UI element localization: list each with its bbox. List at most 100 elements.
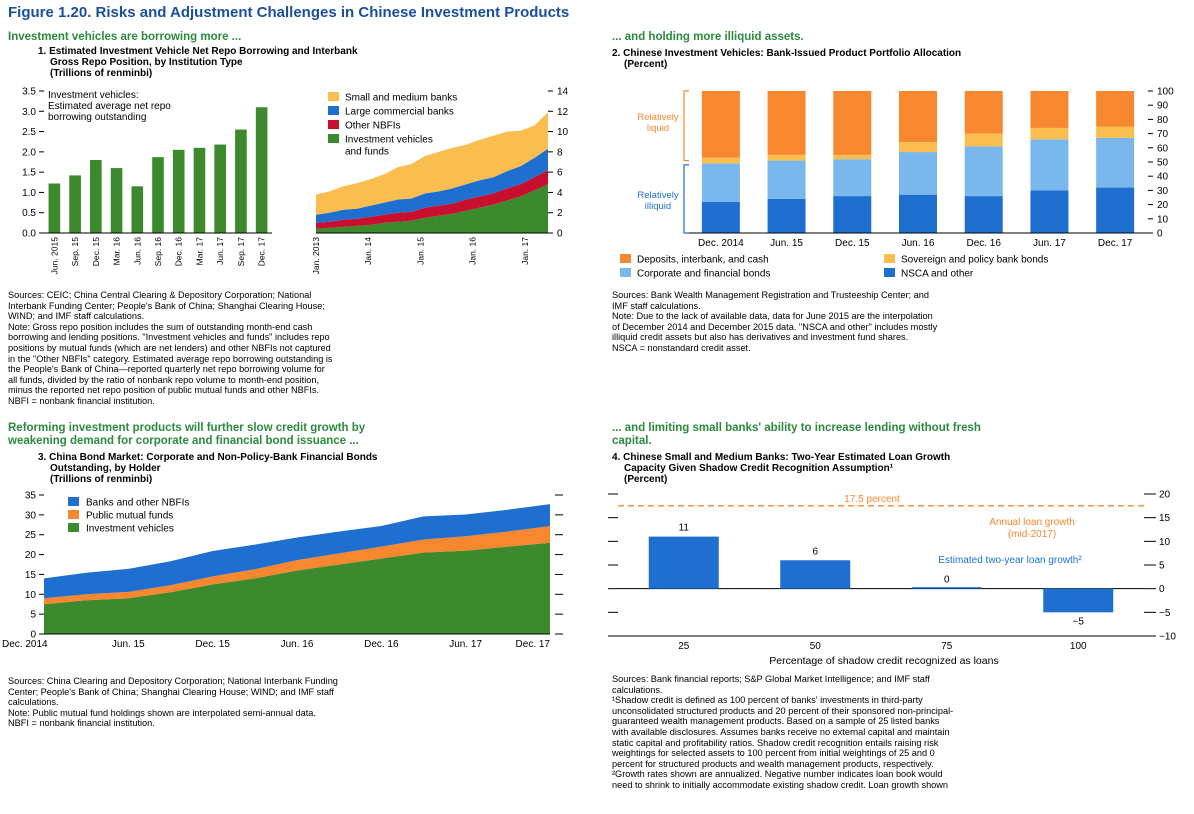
y-tick-label: 35 [25, 491, 37, 502]
legend-label: Corporate and financial bonds [637, 269, 770, 280]
stacked-bar-segment [964, 133, 1003, 147]
y-tick-label: 6 [557, 168, 563, 179]
source-note-line: IMF staff calculations. [612, 300, 701, 311]
stacked-bar-segment [833, 159, 872, 197]
panel1-title: 1. Estimated Investment Vehicle Net Repo… [38, 46, 358, 79]
annotation: Annual loan growth [989, 517, 1075, 528]
stacked-bar-segment [701, 201, 740, 233]
legend-swatch [328, 120, 339, 129]
section4-heading: ... and limiting small banks' ability to… [612, 422, 981, 448]
x-tick-label: Dec. 16 [966, 238, 1001, 249]
panel4-title-line: (Percent) [624, 474, 668, 485]
panel1-title-line: (Trillions of renminbi) [50, 68, 153, 79]
source-note-line: all funds, divided by the ratio of nonba… [8, 374, 320, 385]
legend-swatch [884, 254, 895, 263]
x-tick-label: Jun. 15 [770, 238, 803, 249]
panel1-title-line: 1. Estimated Investment Vehicle Net Repo… [38, 46, 358, 57]
y-tick-label: 90 [1157, 101, 1169, 112]
x-tick-label: Jun. 16 [902, 238, 935, 249]
legend-swatch [620, 254, 631, 263]
y-tick-label: 15 [1159, 513, 1171, 524]
stacked-bar-segment [1096, 137, 1135, 188]
panel3-sources: Sources: China Clearing and Depository C… [8, 676, 598, 729]
y-tick-label: 10 [1159, 537, 1171, 548]
annotation: (mid-2017) [1008, 529, 1056, 540]
source-note-line: guaranteed wealth management products. B… [612, 716, 940, 727]
legend-swatch [328, 106, 339, 115]
y-tick-label: 4 [557, 188, 563, 199]
area-series [44, 526, 550, 605]
source-note-line: Sources: China Clearing and Depository C… [8, 676, 338, 686]
source-note-line: weightings for selected assets to 100 pe… [612, 748, 935, 759]
x-tick-label: Sep. 15 [70, 237, 80, 267]
panel1-title-line: Gross Repo Position, by Institution Type [50, 57, 243, 68]
bar [255, 107, 268, 233]
legend-label: Investment vehicles [345, 135, 433, 146]
x-axis-label: Percentage of shadow credit recognized a… [769, 655, 998, 667]
section3-heading-line: weakening demand for corporate and finan… [8, 435, 359, 447]
area-series [44, 542, 550, 634]
legend-label: Investment vehicles [86, 524, 174, 535]
y-tick-label: 0.5 [22, 208, 36, 219]
source-note-line: Sources: Bank Wealth Management Registra… [612, 290, 929, 300]
source-note-line: need to shrink to initially accommodate … [612, 779, 949, 790]
stacked-bar-segment [964, 91, 1003, 134]
x-tick-label: Dec. 17 [1098, 238, 1133, 249]
source-note-line: in the "Other NBFIs" category. Estimated… [8, 353, 333, 364]
bar [780, 560, 851, 589]
x-tick-label: Mar. 16 [112, 237, 122, 266]
legend-swatch [68, 497, 79, 506]
stacked-bar-segment [701, 157, 740, 164]
y-tick-label: 2 [557, 208, 563, 219]
legend-swatch [620, 268, 631, 277]
bar [214, 144, 226, 233]
y-tick-label: 10 [1157, 214, 1169, 225]
panel4-sources: Sources: Bank financial reports; S&P Glo… [612, 674, 1192, 812]
panel4-title: 4. Chinese Small and Medium Banks: Two-Y… [612, 452, 950, 485]
legend-label: Other NBFIs [345, 121, 401, 132]
y-tick-label: 5 [30, 610, 36, 621]
y-tick-label: 5 [1159, 561, 1165, 572]
x-tick-label: Dec. 15 [195, 639, 230, 650]
illiquid-bracket [683, 164, 689, 234]
bar [648, 536, 719, 589]
stacked-bar-segment [1030, 91, 1069, 128]
stacked-bar-segment [899, 194, 937, 233]
panel2-title-line: 2. Chinese Investment Vehicles: Bank-Iss… [612, 48, 962, 59]
x-tick-label: Jun. 17 [215, 237, 225, 265]
x-tick-label: Jan. 15 [415, 237, 425, 265]
y-tick-label: 10 [557, 127, 569, 138]
legend-label: Deposits, interbank, and cash [637, 255, 769, 266]
source-note-line: NSCA = nonstandard credit asset. [612, 342, 751, 353]
section2-heading: ... and holding more illiquid assets. [612, 31, 804, 43]
panel3-title: 3. China Bond Market: Corporate and Non-… [38, 452, 377, 485]
y-tick-label: 3.5 [22, 87, 36, 98]
section1-heading: Investment vehicles are borrowing more .… [8, 31, 242, 43]
y-tick-label: 20 [1157, 200, 1169, 211]
x-tick-label: Dec. 15 [91, 237, 101, 267]
stacked-bar-segment [1030, 190, 1069, 233]
annotation: Estimated two-year loan growth² [938, 555, 1082, 566]
section3-heading-line: Reforming investment products will furth… [8, 422, 366, 434]
stacked-bar-segment [701, 163, 740, 202]
y-tick-label: 0.0 [22, 229, 36, 240]
bar-value-label: 6 [812, 546, 818, 557]
figure-title: Figure 1.20. Risks and Adjustment Challe… [8, 4, 570, 21]
y-tick-label: −10 [1159, 632, 1176, 643]
illiquid-label: illiquid [645, 201, 671, 212]
stacked-bar-segment [1096, 187, 1135, 233]
stacked-bar-segment [1030, 139, 1069, 191]
y-tick-label: 20 [1159, 490, 1171, 501]
stacked-bar-segment [1096, 126, 1135, 138]
panel2-sources: Sources: Bank Wealth Management Registra… [612, 290, 1192, 354]
x-tick-label: Jan. 16 [468, 237, 478, 265]
x-tick-label: 25 [678, 641, 690, 652]
y-tick-label: 0 [30, 630, 36, 641]
legend-label: NSCA and other [901, 269, 974, 280]
x-tick-label: Jan. 17 [520, 237, 530, 265]
stacked-bar-segment [767, 154, 806, 161]
section4-heading-line: ... and limiting small banks' ability to… [612, 422, 981, 434]
bar [152, 157, 164, 233]
stacked-bar-segment [1096, 91, 1135, 127]
legend-label: Public mutual funds [86, 511, 173, 522]
